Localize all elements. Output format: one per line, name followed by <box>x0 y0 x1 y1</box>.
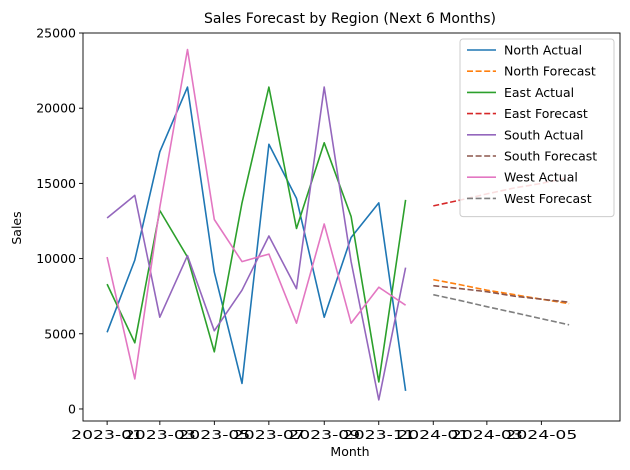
y-tick-label: 20000 <box>36 101 76 116</box>
series-line-5 <box>433 284 570 303</box>
series-line-4 <box>106 86 407 401</box>
x-tick-label: 2024-01 <box>397 428 469 442</box>
x-tick-label: 2024-05 <box>505 428 577 442</box>
series-line-0 <box>106 86 407 392</box>
legend-label: West Forecast <box>504 191 592 206</box>
legend-box <box>459 38 615 218</box>
y-axis-label: Sales <box>9 211 24 244</box>
x-tick-label: 2023-07 <box>233 428 305 442</box>
series-line-7 <box>433 293 570 326</box>
legend-label: North Actual <box>504 43 582 58</box>
legend: North Actual North Forecast East Actual Eas… <box>459 38 615 218</box>
y-tick-label: 10000 <box>36 251 76 266</box>
y-tick-label: 0 <box>68 401 76 416</box>
legend-label: West Actual <box>504 170 578 185</box>
plot-area <box>106 48 570 401</box>
x-tick-label: 2023-01 <box>71 428 143 442</box>
x-tick-label: 2023-05 <box>178 428 250 442</box>
series-line-2 <box>106 86 407 383</box>
legend-label: North Forecast <box>504 64 596 79</box>
legend-label: East Forecast <box>504 106 588 121</box>
legend-label: South Actual <box>504 127 583 142</box>
x-axis-label: Month <box>330 444 369 459</box>
legend-label: East Actual <box>504 85 574 100</box>
x-tick-label: 2024-03 <box>451 428 523 442</box>
x-tick-label: 2023-09 <box>288 428 360 442</box>
y-tick-label: 15000 <box>36 176 76 191</box>
x-tick-label: 2023-11 <box>343 428 415 442</box>
legend-label: South Forecast <box>504 149 597 164</box>
chart-title: Sales Forecast by Region (Next 6 Months) <box>204 11 496 27</box>
x-tick-label: 2023-03 <box>124 428 196 442</box>
axes: 05000100001500020000250002023-012023-032… <box>36 26 621 442</box>
y-tick-label: 5000 <box>44 326 76 341</box>
plot-frame <box>82 32 621 422</box>
series-line-6 <box>106 48 407 380</box>
y-tick-label: 25000 <box>36 26 76 41</box>
